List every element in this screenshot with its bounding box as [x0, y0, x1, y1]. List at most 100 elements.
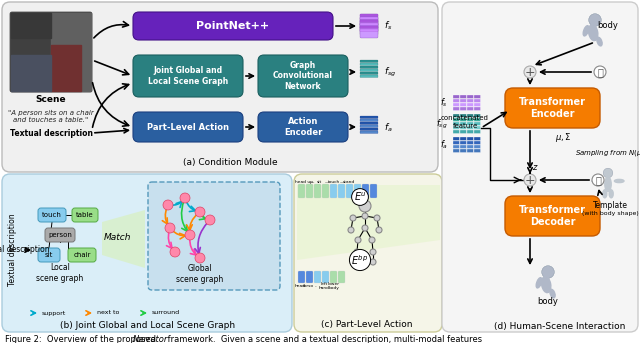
FancyBboxPatch shape [467, 122, 474, 126]
Ellipse shape [592, 179, 602, 182]
Circle shape [195, 207, 205, 217]
FancyBboxPatch shape [505, 196, 600, 236]
FancyBboxPatch shape [360, 23, 378, 35]
FancyBboxPatch shape [360, 69, 378, 71]
Text: Figure 2:  Overview of the proposed: Figure 2: Overview of the proposed [5, 334, 159, 343]
Circle shape [185, 230, 195, 240]
Circle shape [362, 213, 368, 219]
Text: touch: touch [42, 212, 62, 218]
FancyBboxPatch shape [346, 184, 353, 198]
FancyBboxPatch shape [467, 114, 474, 118]
Circle shape [524, 66, 536, 78]
Ellipse shape [550, 289, 555, 298]
Circle shape [205, 215, 215, 225]
FancyBboxPatch shape [360, 72, 378, 74]
FancyBboxPatch shape [362, 184, 369, 198]
Text: +: + [525, 174, 535, 187]
FancyBboxPatch shape [360, 125, 378, 128]
FancyBboxPatch shape [453, 149, 460, 153]
FancyBboxPatch shape [360, 128, 378, 130]
Text: —: — [310, 180, 314, 184]
FancyBboxPatch shape [442, 2, 638, 332]
FancyBboxPatch shape [38, 208, 66, 222]
Text: concatenated
feature: concatenated feature [441, 116, 489, 129]
Circle shape [350, 215, 356, 221]
FancyBboxPatch shape [360, 63, 378, 66]
Text: (d) Human-Scene Interaction: (d) Human-Scene Interaction [494, 321, 626, 331]
FancyBboxPatch shape [453, 114, 460, 118]
FancyBboxPatch shape [2, 174, 292, 332]
Circle shape [354, 259, 360, 265]
FancyBboxPatch shape [467, 107, 474, 110]
Text: Graph
Convolutional
Network: Graph Convolutional Network [273, 61, 333, 91]
Text: Textual description: Textual description [0, 246, 49, 255]
Text: surround: surround [152, 310, 180, 316]
FancyBboxPatch shape [453, 99, 460, 103]
FancyBboxPatch shape [460, 149, 467, 153]
Text: person: person [48, 232, 72, 238]
Text: framework.  Given a scene and a textual description, multi-modal features: framework. Given a scene and a textual d… [165, 334, 482, 343]
FancyBboxPatch shape [306, 271, 313, 283]
FancyBboxPatch shape [360, 20, 378, 32]
FancyBboxPatch shape [474, 137, 481, 141]
Text: ..: .. [315, 284, 317, 288]
Text: (b) Joint Global and Local Scene Graph: (b) Joint Global and Local Scene Graph [60, 320, 236, 330]
Text: table: table [76, 212, 94, 218]
FancyBboxPatch shape [330, 271, 337, 283]
FancyBboxPatch shape [474, 130, 481, 133]
Text: $E^{bp}$: $E^{bp}$ [351, 253, 369, 267]
Bar [51, 13, 91, 91]
FancyBboxPatch shape [133, 55, 243, 97]
Text: $f_s$: $f_s$ [384, 20, 392, 32]
Text: "A person sits on a chair
and touches a table.": "A person sits on a chair and touches a … [8, 109, 94, 122]
FancyBboxPatch shape [360, 131, 378, 133]
Circle shape [370, 249, 376, 255]
FancyBboxPatch shape [474, 107, 481, 110]
FancyBboxPatch shape [294, 174, 442, 332]
FancyBboxPatch shape [474, 141, 481, 144]
Ellipse shape [603, 190, 607, 198]
FancyBboxPatch shape [474, 118, 481, 121]
Circle shape [355, 237, 361, 243]
Ellipse shape [541, 276, 551, 293]
FancyBboxPatch shape [453, 118, 460, 121]
Text: $f_{sg}$: $f_{sg}$ [436, 117, 448, 131]
Ellipse shape [536, 278, 542, 288]
Text: touch: touch [328, 180, 340, 184]
FancyBboxPatch shape [354, 184, 361, 198]
Ellipse shape [605, 177, 611, 191]
Text: (with body shape): (with body shape) [582, 211, 638, 215]
Text: Sampling from $N(\mu,\Sigma)$: Sampling from $N(\mu,\Sigma)$ [575, 148, 640, 158]
FancyBboxPatch shape [68, 248, 96, 262]
FancyBboxPatch shape [505, 88, 600, 128]
Circle shape [362, 225, 368, 231]
FancyBboxPatch shape [474, 145, 481, 149]
FancyBboxPatch shape [474, 99, 481, 103]
Circle shape [163, 200, 173, 210]
Bar [11, 13, 51, 91]
FancyBboxPatch shape [360, 119, 378, 121]
FancyBboxPatch shape [360, 116, 378, 118]
Bar [11, 13, 51, 38]
Text: (c) Part-Level Action: (c) Part-Level Action [321, 320, 413, 330]
Ellipse shape [589, 25, 598, 40]
FancyBboxPatch shape [474, 95, 481, 98]
FancyBboxPatch shape [360, 26, 378, 28]
Text: —: — [340, 180, 344, 184]
Text: Match: Match [104, 234, 132, 243]
Text: ⌛: ⌛ [595, 175, 601, 185]
FancyBboxPatch shape [338, 271, 345, 283]
FancyBboxPatch shape [258, 112, 348, 142]
FancyBboxPatch shape [360, 14, 378, 26]
Circle shape [604, 168, 613, 178]
FancyBboxPatch shape [370, 184, 377, 198]
Bar [11, 55, 51, 91]
FancyBboxPatch shape [467, 95, 474, 98]
Circle shape [369, 237, 375, 243]
FancyBboxPatch shape [460, 103, 467, 106]
FancyBboxPatch shape [474, 122, 481, 126]
FancyBboxPatch shape [148, 182, 280, 290]
Polygon shape [102, 210, 145, 268]
Text: Textual description: Textual description [8, 214, 17, 286]
Text: Transformer
Decoder: Transformer Decoder [519, 205, 586, 227]
